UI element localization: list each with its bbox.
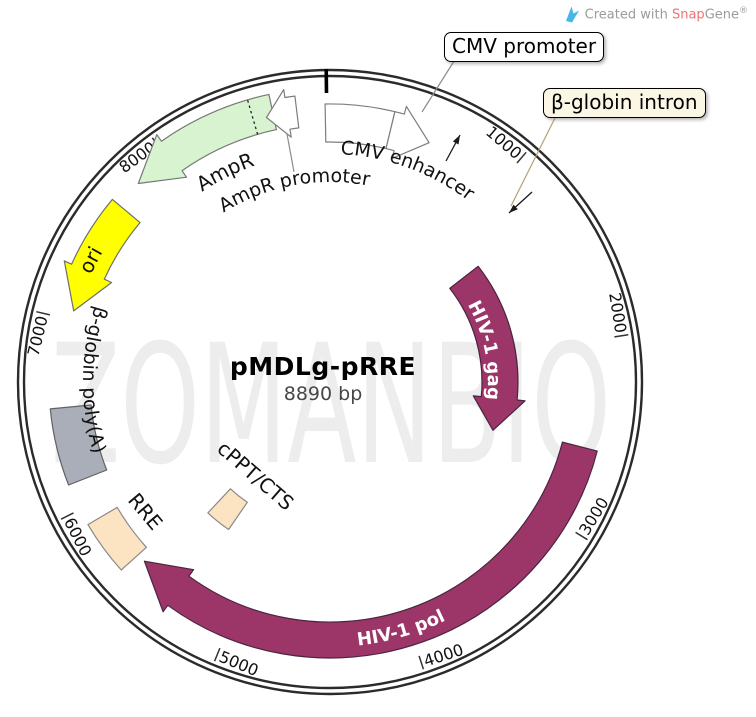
credit-brand-gene: Gene	[704, 7, 739, 23]
label-path-ampr-promoter	[142, 182, 483, 315]
plasmid-backbone-ring-inner	[22, 74, 638, 690]
snapgene-credit: Created with SnapGene®	[565, 6, 748, 23]
tick-label-7000: 7000	[24, 314, 52, 358]
beta-globin-intron-callout-line	[510, 115, 557, 207]
tick-2000	[614, 333, 629, 338]
credit-prefix: Created with	[584, 7, 672, 23]
cmv-promoter-callout-box[interactable]: CMV promoter	[444, 32, 605, 62]
feature-hiv1-gag[interactable]	[449, 265, 526, 431]
feature-ori[interactable]	[63, 198, 141, 312]
small-feature-arrow-1-head	[452, 135, 460, 145]
credit-brand-snap: Snap	[671, 7, 705, 23]
feature-hiv1-pol[interactable]	[143, 441, 598, 659]
tick-label-1000: 1000	[482, 122, 525, 163]
tick-7000	[36, 310, 51, 316]
ampr-promoter-callout-line	[286, 133, 295, 173]
credit-registered-mark: ®	[739, 6, 748, 17]
feature-ampr[interactable]	[137, 93, 277, 185]
snapgene-logo-icon	[565, 6, 579, 23]
feature-cmv-promoter[interactable]	[385, 105, 430, 159]
cmv-promoter-callout-line	[421, 57, 457, 113]
tick-4000	[418, 655, 425, 670]
tick-5000	[213, 647, 221, 662]
tick-1000	[516, 151, 527, 164]
feature-ampr-divider	[246, 99, 259, 135]
feature-beta-globin-polya[interactable]	[49, 404, 108, 486]
small-feature-arrow-2-head	[509, 204, 518, 213]
plasmid-backbone-ring-outer	[16, 68, 644, 696]
watermark-text: ZOMANBIO	[51, 309, 611, 501]
feature-rre[interactable]	[87, 506, 147, 571]
feature-cppt-cts[interactable]	[207, 488, 248, 531]
tick-6000	[60, 512, 74, 520]
tick-3000	[575, 531, 588, 541]
beta-globin-intron-callout-box[interactable]: β-globin intron	[543, 88, 706, 118]
feature-ampr-promoter[interactable]	[265, 89, 300, 138]
